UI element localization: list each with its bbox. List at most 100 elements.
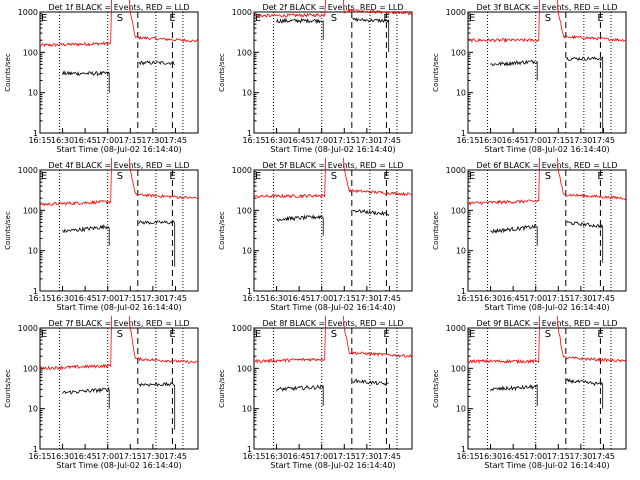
plot-frame (39, 11, 199, 134)
end-marker-label: E (255, 13, 261, 24)
x-tick-label: 17:15 (547, 136, 570, 145)
x-axis-label: Start Time (08-Jul-02 16:14:40) (270, 303, 395, 312)
red-series-line (557, 157, 627, 200)
end-marker-label: E (169, 13, 175, 24)
red-series-line (467, 0, 540, 44)
x-axis-label: Start Time (08-Jul-02 16:14:40) (56, 145, 181, 154)
x-tick-label: 16:45 (288, 294, 311, 303)
y-tick-label: 1 (247, 129, 252, 138)
black-series-line (62, 70, 110, 93)
plot-frame (467, 327, 627, 450)
black-series-line (62, 224, 110, 246)
black-series-line (138, 220, 176, 267)
red-series-line (253, 0, 326, 19)
x-tick-label: 17:30 (569, 452, 592, 461)
start-marker-label: S (545, 13, 551, 24)
x-tick-label: 17:45 (164, 294, 187, 303)
y-tick-label: 1000 (18, 324, 38, 333)
y-axis-label: Counts/sec (432, 369, 440, 408)
x-tick-label: 17:45 (164, 452, 187, 461)
y-tick-label: 1000 (232, 166, 252, 175)
x-tick-label: 17:30 (141, 136, 164, 145)
plot-frame (39, 327, 199, 450)
x-tick-label: 16:45 (288, 136, 311, 145)
x-tick-label: 16:30 (479, 294, 502, 303)
x-tick-label: 16:45 (74, 294, 97, 303)
black-series-line (276, 384, 324, 406)
end-marker-label: E (469, 171, 475, 182)
x-tick-label: 16:45 (502, 452, 525, 461)
red-series-line (343, 315, 413, 358)
start-marker-label: S (331, 329, 337, 340)
x-tick-label: 17:00 (310, 136, 333, 145)
red-series-line (39, 315, 112, 371)
y-tick-label: 10 (456, 405, 466, 414)
x-tick-label: 16:30 (51, 452, 74, 461)
red-series-line (253, 315, 326, 365)
x-tick-label: 16:15 (28, 294, 51, 303)
x-tick-label: 16:45 (502, 294, 525, 303)
red-series-line (129, 315, 199, 364)
black-series-line (276, 214, 324, 236)
y-axis-label: Counts/sec (218, 53, 226, 92)
x-tick-label: 17:45 (378, 452, 401, 461)
x-tick-label: 16:30 (265, 294, 288, 303)
y-tick-label: 10 (242, 247, 252, 256)
y-tick-label: 10 (28, 247, 38, 256)
start-marker-label: S (117, 171, 123, 182)
end-marker-label: E (41, 171, 47, 182)
end-marker-label: E (169, 329, 175, 340)
start-marker-label: S (331, 171, 337, 182)
y-tick-label: 1000 (446, 166, 466, 175)
end-marker-label: E (597, 329, 603, 340)
plot-panel-9: Det 9f BLACK = Events, RED = LLD Counts/s… (432, 315, 627, 470)
x-tick-label: 16:45 (288, 452, 311, 461)
y-tick-label: 10 (28, 405, 38, 414)
plot-title: Det 8f BLACK = Events, RED = LLD (262, 319, 403, 328)
x-tick-label: 17:00 (524, 136, 547, 145)
x-tick-label: 16:15 (456, 294, 479, 303)
x-tick-label: 16:45 (74, 136, 97, 145)
plot-panel-2: Det 2f BLACK = Events, RED = LLD Counts/s… (218, 0, 413, 154)
x-tick-label: 17:00 (310, 294, 333, 303)
red-series-line (557, 0, 627, 42)
black-series-line (566, 56, 604, 133)
black-series-line (490, 59, 538, 81)
x-tick-label: 16:30 (265, 452, 288, 461)
y-tick-label: 1 (33, 129, 38, 138)
y-tick-label: 1000 (18, 8, 38, 17)
x-tick-label: 17:45 (378, 294, 401, 303)
end-marker-label: E (469, 13, 475, 24)
x-tick-label: 17:00 (96, 294, 119, 303)
y-tick-label: 100 (237, 364, 252, 373)
red-series-line (39, 157, 112, 207)
end-marker-label: E (597, 13, 603, 24)
red-series-line (467, 157, 540, 206)
y-tick-label: 1000 (232, 8, 252, 17)
x-tick-label: 17:45 (592, 294, 615, 303)
black-series-line (352, 378, 389, 387)
y-axis-label: Counts/sec (218, 369, 226, 408)
x-tick-label: 16:30 (479, 136, 502, 145)
plot-panel-1: Det 1f BLACK = Events, RED = LLD Counts/s… (4, 0, 199, 154)
y-tick-label: 10 (456, 247, 466, 256)
black-series-line (490, 223, 538, 246)
start-marker-label: S (331, 13, 337, 24)
end-marker-label: E (41, 13, 47, 24)
plot-title: Det 3f BLACK = Events, RED = LLD (476, 3, 617, 12)
red-series-line (467, 315, 540, 365)
y-axis-label: Counts/sec (4, 369, 12, 408)
black-series-line (352, 208, 390, 217)
x-axis-label: Start Time (08-Jul-02 16:14:40) (484, 145, 609, 154)
y-tick-label: 10 (28, 89, 38, 98)
start-marker-label: S (545, 329, 551, 340)
x-tick-label: 16:15 (456, 136, 479, 145)
y-axis-label: Counts/sec (432, 211, 440, 250)
x-tick-label: 16:30 (51, 294, 74, 303)
y-tick-label: 100 (23, 48, 38, 57)
black-series-line (276, 17, 324, 40)
y-tick-label: 1 (461, 129, 466, 138)
y-tick-label: 100 (237, 206, 252, 215)
plot-title: Det 5f BLACK = Events, RED = LLD (262, 161, 403, 170)
